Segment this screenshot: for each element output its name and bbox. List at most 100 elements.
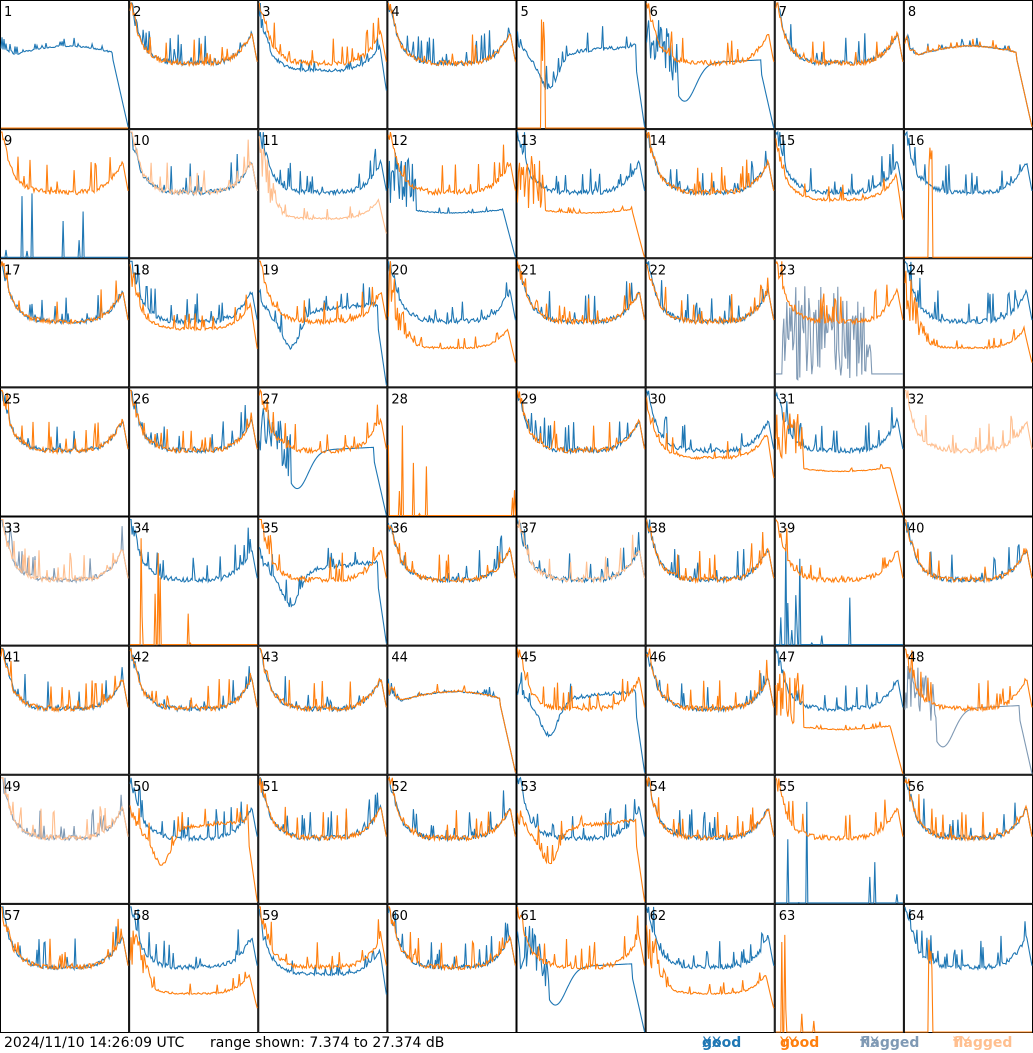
panel-8: 8 — [903, 0, 1033, 130]
panel-label: 8 — [908, 5, 916, 20]
panel-frame — [129, 387, 259, 517]
panel-frame — [129, 258, 259, 388]
panel-12: 12 — [387, 129, 517, 259]
panel-13: 13 — [516, 129, 646, 259]
panel-4-xx-line — [387, 2, 517, 67]
panel-label: 38 — [650, 522, 667, 537]
panel-59-yy-line — [259, 906, 387, 972]
legend-flagged-yy-marker: YY — [953, 1035, 971, 1051]
panel-frame — [387, 387, 517, 517]
panel-frame — [645, 516, 775, 646]
panel-label: 15 — [779, 134, 796, 149]
panel-11-xx-line — [258, 132, 387, 197]
panel-label: 64 — [908, 909, 925, 924]
panel-16-yy-line — [904, 147, 1032, 258]
panel-13-yy-line — [516, 156, 646, 258]
panel-label: 60 — [391, 909, 408, 924]
panel-label: 29 — [521, 392, 538, 407]
panel-frame — [258, 774, 388, 904]
panel-54: 54 — [645, 774, 775, 904]
panel-34-yy-line — [130, 538, 258, 647]
panel-label: 12 — [391, 134, 408, 149]
panel-label: 48 — [908, 651, 925, 666]
timestamp: 2024/11/10 14:26:09 UTC — [4, 1035, 185, 1051]
panel-label: 42 — [133, 651, 150, 666]
panel-label: 31 — [779, 392, 796, 407]
panel-63: 63 — [774, 903, 904, 1033]
panel-5: 5 — [516, 0, 646, 130]
panel-frame — [774, 645, 904, 775]
panel-2-yy-line — [129, 1, 258, 68]
panel-38: 38 — [645, 516, 775, 646]
panel-frame — [387, 645, 517, 775]
panel-41: 41 — [0, 645, 130, 775]
panel-9-xx-line — [1, 193, 129, 258]
panel-29-yy-line — [516, 390, 646, 454]
panel-58-xx-line — [130, 906, 258, 971]
panel-21-yy-line — [516, 261, 646, 326]
panel-label: 52 — [391, 780, 408, 795]
panel-label: 53 — [521, 780, 538, 795]
panel-47-xx-line — [775, 648, 904, 713]
panel-24-yy-line — [904, 270, 1033, 363]
panel-58-yy-line — [129, 930, 258, 1009]
panel-34-xx-line — [130, 518, 258, 584]
panel-label: 41 — [4, 651, 21, 666]
panel-62: 62 — [645, 903, 775, 1033]
panel-label: 57 — [4, 909, 21, 924]
panel-19-yy-line — [259, 260, 387, 326]
panel-22-yy-line — [646, 263, 775, 326]
panel-35: 35 — [258, 516, 388, 646]
panel-frame — [903, 0, 1033, 130]
panel-9: 9 — [0, 129, 130, 259]
panel-39: 39 — [774, 516, 904, 646]
panel-48-xx-line — [904, 665, 1033, 774]
panel-45: 45 — [516, 645, 646, 775]
panel-43-yy-line — [259, 648, 387, 713]
panel-frame — [0, 516, 130, 646]
panel-21: 21 — [516, 258, 646, 388]
range-text: range shown: 7.374 to 27.374 dB — [210, 1035, 445, 1051]
panel-label: 4 — [391, 5, 399, 20]
panel-label: 33 — [4, 522, 21, 537]
panel-frame — [645, 258, 775, 388]
panel-frame — [903, 129, 1033, 259]
panel-label: 34 — [133, 522, 150, 537]
panel-23: 23 — [774, 258, 904, 388]
panel-57: 57 — [0, 903, 130, 1033]
panel-5-xx-line — [516, 26, 646, 127]
panel-46: 46 — [645, 645, 775, 775]
panel-label: 63 — [779, 909, 796, 924]
panel-19: 19 — [258, 258, 388, 388]
panel-label: 49 — [4, 780, 21, 795]
footer: 2024/11/10 14:26:09 UTC range shown: 7.3… — [4, 1035, 1013, 1051]
panel-frame — [774, 903, 904, 1033]
panel-6-yy-line — [646, 2, 775, 67]
panel-label: 59 — [262, 909, 279, 924]
panel-frame — [129, 645, 259, 775]
panel-35-xx-line — [258, 546, 387, 644]
panel-label: 23 — [779, 263, 796, 278]
panel-16: 16 — [903, 129, 1033, 259]
panel-44: 44 — [387, 645, 517, 775]
panel-frame — [387, 258, 517, 388]
panel-7-yy-line — [775, 2, 904, 67]
panel-31: 31 — [774, 387, 904, 517]
panel-39-yy-line — [775, 519, 904, 584]
panel-54-xx-line — [646, 777, 775, 842]
panel-label: 22 — [650, 263, 667, 278]
panel-3-xx-line — [258, 2, 387, 91]
panel-48-yy-line — [904, 648, 1033, 713]
panel-frame — [516, 0, 646, 130]
panel-64: 64 — [903, 903, 1033, 1033]
panel-32: 32 — [903, 387, 1033, 517]
panel-label: 51 — [262, 780, 279, 795]
panel-35-yy-line — [259, 518, 387, 584]
panel-39-xx-line — [775, 544, 903, 646]
panel-36-yy-line — [387, 524, 517, 584]
panel-label: 28 — [391, 392, 408, 407]
panel-frame — [258, 903, 388, 1033]
panel-label: 47 — [779, 651, 796, 666]
panel-3: 3 — [258, 0, 388, 130]
panel-44-yy-line — [387, 683, 517, 773]
